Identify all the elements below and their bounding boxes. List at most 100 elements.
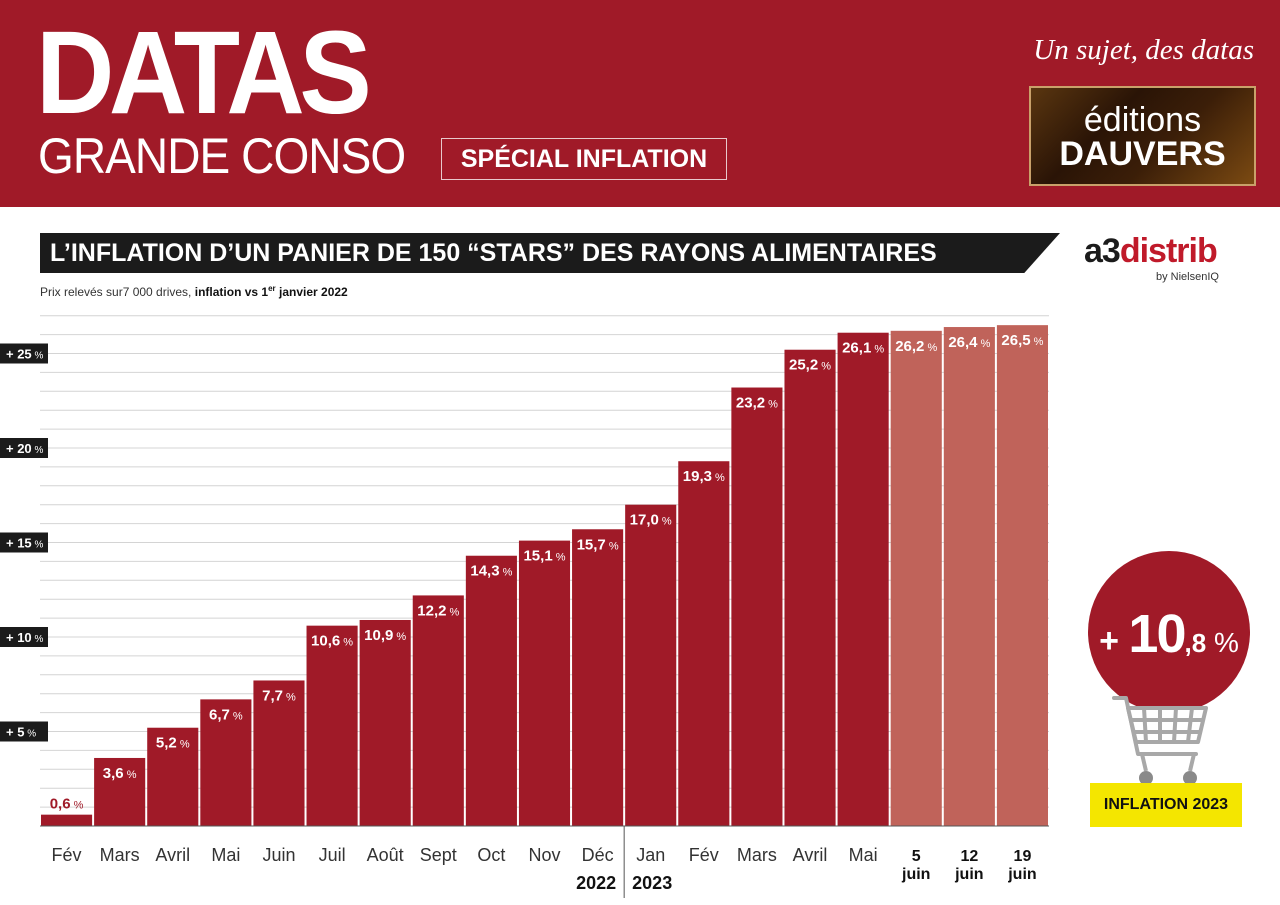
bar <box>412 595 464 826</box>
bar-value: 7,7 <box>262 687 283 704</box>
bar-value-unit: % <box>1031 336 1044 348</box>
x-tick-label: Jan <box>636 845 665 865</box>
chart-subtitle: Prix relevés sur7 000 drives, inflation … <box>40 284 348 299</box>
shopping-cart-icon <box>1112 696 1208 785</box>
bar-value-unit: % <box>124 769 137 781</box>
bar <box>253 680 305 826</box>
subtitle-superscript: er <box>268 284 276 293</box>
bar <box>625 504 677 826</box>
publisher-logo: éditions DAUVERS <box>1029 86 1256 186</box>
bar <box>678 461 730 826</box>
source-logo-a3: a3 <box>1084 232 1121 270</box>
y-tick-box <box>0 532 48 553</box>
bar <box>94 757 146 826</box>
bar <box>837 332 889 826</box>
bar-value-unit: % <box>606 540 619 552</box>
publisher-logo-line1: éditions <box>1083 101 1202 139</box>
y-tick-box <box>0 438 48 458</box>
bar <box>572 529 624 826</box>
logo-title: DATAS <box>36 7 372 139</box>
subtitle-bold-end: janvier 2022 <box>275 285 348 299</box>
x-tick-label-month: juin <box>954 866 983 883</box>
y-tick-value: + 5 <box>6 725 24 740</box>
y-tick-label: + 25 % <box>6 347 43 362</box>
bar-value: 19,3 <box>683 468 712 485</box>
year-label-2022: 2022 <box>576 873 616 893</box>
inflation-2023-label: INFLATION 2023 <box>1090 783 1242 827</box>
y-tick-value: + 20 <box>6 441 32 456</box>
source-logo-distrib: distrib <box>1119 232 1218 270</box>
bar-value-label: 26,1 % <box>842 340 884 357</box>
subtitle-bold: inflation vs 1er janvier 2022 <box>194 284 348 299</box>
x-tick-label-month: juin <box>901 866 930 883</box>
source-logo-sub: by NielsenIQ <box>1156 271 1219 283</box>
bar-value: 10,6 <box>311 633 340 650</box>
subtitle-prefix: Prix relevés sur7 000 drives, <box>40 285 195 299</box>
x-tick-label: Fév <box>689 845 719 865</box>
bar <box>41 814 93 826</box>
bar-value-unit: % <box>340 637 353 649</box>
bar-value-label: 17,0 % <box>630 512 672 529</box>
logo-subtitle: GRANDE CONSO <box>38 128 406 184</box>
bar-value-label: 26,4 % <box>948 334 990 351</box>
y-tick-box <box>0 343 48 364</box>
subtitle-bold-start: inflation vs 1 <box>194 285 269 299</box>
bar-value-unit: % <box>177 739 190 751</box>
bar-value-label: 10,9 % <box>364 627 406 644</box>
chart-title-bar: L’INFLATION D’UN PANIER DE 150 “STARS” D… <box>40 233 1060 273</box>
bar-value-unit: % <box>230 710 243 722</box>
bar-value-label: 14,3 % <box>470 563 512 580</box>
bar <box>784 349 836 826</box>
bar-value: 26,5 <box>1001 332 1030 349</box>
bar-value-unit: % <box>978 338 991 350</box>
bar <box>147 727 199 826</box>
x-tick-label: Avril <box>155 845 190 865</box>
bar-value: 17,0 <box>630 512 659 529</box>
bar-value-unit: % <box>446 606 459 618</box>
y-tick-label: + 5 % <box>6 725 36 740</box>
y-tick-value: + 15 <box>6 536 32 551</box>
y-tick-unit: % <box>32 445 44 456</box>
y-tick-box <box>0 721 48 742</box>
x-tick-label: Juil <box>319 845 346 865</box>
y-tick-unit: % <box>32 351 44 362</box>
bar-value-unit: % <box>712 472 725 484</box>
x-tick-label: Mai <box>849 845 878 865</box>
bar-value-unit: % <box>393 631 406 643</box>
bar-value-label: 26,5 % <box>1001 332 1043 349</box>
chart-title: L’INFLATION D’UN PANIER DE 150 “STARS” D… <box>50 239 937 267</box>
bar <box>359 619 411 826</box>
x-tick-label: Oct <box>477 845 505 865</box>
x-tick-label-day: 5 <box>912 848 921 865</box>
x-tick-label-month: juin <box>1007 866 1036 883</box>
y-tick-unit: % <box>32 634 44 645</box>
bar-value-unit: % <box>500 567 513 579</box>
bar-value-label: 25,2 % <box>789 357 831 374</box>
bar-value-unit: % <box>924 342 937 354</box>
bar-value: 25,2 <box>789 357 818 374</box>
bar-value: 6,7 <box>209 706 230 723</box>
bar-value-label: 0,6 % <box>50 796 84 813</box>
bar <box>731 387 783 826</box>
bar <box>200 699 252 826</box>
x-tick-label: Fév <box>52 845 82 865</box>
badge-value: + 10,8 % <box>1088 603 1250 665</box>
x-tick-label: Mars <box>100 845 140 865</box>
bar <box>465 555 517 826</box>
y-tick-unit: % <box>32 540 44 551</box>
bar-value-label: 23,2 % <box>736 395 778 412</box>
bar-value-label: 15,7 % <box>577 536 619 553</box>
bar <box>996 325 1048 826</box>
bar <box>943 327 995 826</box>
y-tick-value: + 25 <box>6 347 32 362</box>
bar-value-unit: % <box>553 552 566 564</box>
bar-value: 14,3 <box>470 563 499 580</box>
bar-value-label: 15,1 % <box>523 548 565 565</box>
inflation-2023-badge: + 10,8 % <box>1088 551 1250 713</box>
y-tick-label: + 10 % <box>6 630 43 645</box>
bar-value-label: 7,7 % <box>262 687 296 704</box>
x-tick-label: Déc <box>582 845 614 865</box>
bar-value: 15,1 <box>523 548 552 565</box>
publisher-logo-line2: DAUVERS <box>1059 135 1226 173</box>
badge-value-int: 10 <box>1128 604 1186 664</box>
